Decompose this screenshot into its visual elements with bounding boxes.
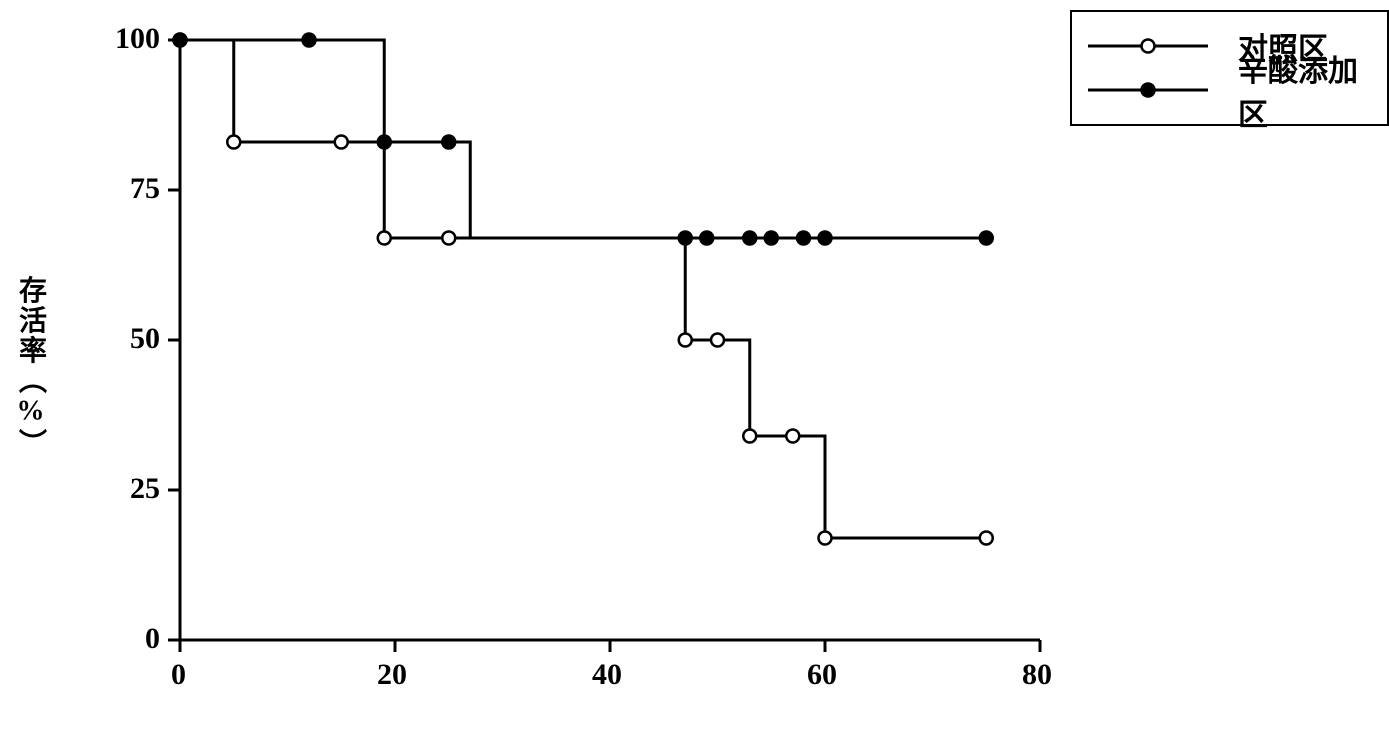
y-tick-label: 100 xyxy=(115,22,160,56)
legend-swatch xyxy=(1088,34,1208,58)
x-tick-label: 80 xyxy=(1022,658,1052,692)
x-tick-label: 60 xyxy=(807,658,837,692)
y-tick-label: 25 xyxy=(130,472,160,506)
x-tick-label: 20 xyxy=(377,658,407,692)
y-tick-label: 50 xyxy=(130,322,160,356)
legend: 对照区辛酸添加区 xyxy=(1070,10,1389,126)
y-tick-label: 0 xyxy=(145,622,160,656)
x-tick-label: 40 xyxy=(592,658,622,692)
x-tick-label: 0 xyxy=(171,658,186,692)
survival-chart: 存活率（%） 对照区辛酸添加区 0 25 50 75 100 0 20 40 60 80 xyxy=(0,0,1389,734)
legend-swatch xyxy=(1088,78,1208,102)
legend-row: 辛酸添加区 xyxy=(1088,68,1367,112)
y-axis-label: 存活率（%） xyxy=(10,276,50,459)
y-tick-label: 75 xyxy=(130,172,160,206)
legend-label: 辛酸添加区 xyxy=(1238,46,1367,134)
y-axis-label-text: 存活率（%） xyxy=(15,276,46,459)
